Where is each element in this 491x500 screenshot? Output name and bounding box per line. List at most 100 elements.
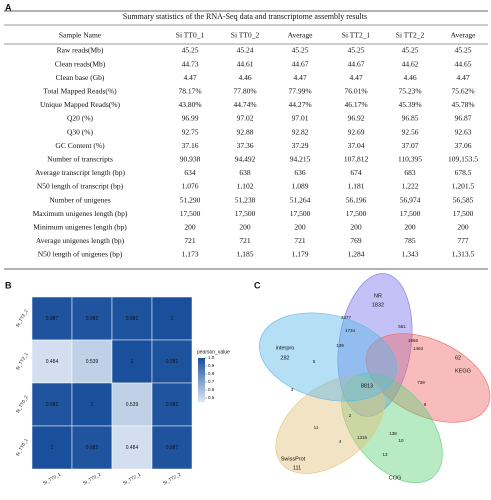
colorbar-tick-label: 0.7 bbox=[208, 379, 215, 384]
table-cell: 634 bbox=[184, 168, 196, 177]
table-cell: 92.63 bbox=[455, 127, 472, 136]
table-cell: 4.47 bbox=[183, 73, 196, 82]
table-cell: 43.80% bbox=[178, 100, 201, 109]
table-cell: 200 bbox=[457, 223, 469, 232]
colorbar-step bbox=[198, 371, 205, 374]
colorbar-tick-label: 0.6 bbox=[208, 387, 215, 392]
x-tick-label: Si_TT2_2 bbox=[162, 471, 182, 485]
table-cell: 37.04 bbox=[348, 141, 365, 150]
table-cell: 94,492 bbox=[235, 155, 256, 164]
table-cell: 1,102 bbox=[237, 182, 254, 191]
heatmap-cell bbox=[151, 425, 193, 470]
row-label: Minimum unigenes length (bp) bbox=[33, 223, 127, 232]
table-cell: 721 bbox=[239, 236, 251, 245]
colorbar-tick-label: 0.5 bbox=[208, 395, 215, 400]
colorbar-step bbox=[198, 386, 205, 390]
row-label: Maximum unigenes length (bp) bbox=[33, 209, 128, 218]
table-cell: 1,179 bbox=[292, 250, 309, 259]
table-cell: 77.80% bbox=[233, 87, 256, 96]
table-cell: 1,343 bbox=[402, 250, 419, 259]
region-count: 10 bbox=[398, 438, 404, 443]
cell-label: 0.982 bbox=[166, 402, 179, 408]
table-cell: 17,500 bbox=[453, 209, 474, 218]
set-name: COG bbox=[389, 475, 402, 481]
table-cell: 45.25 bbox=[348, 46, 365, 55]
region-count: 13 bbox=[382, 452, 388, 457]
cell-label: 0.982 bbox=[46, 402, 59, 408]
set-name: NR bbox=[374, 293, 382, 299]
heatmap-cell bbox=[111, 425, 153, 470]
venn-set bbox=[259, 312, 397, 402]
panel-label: C bbox=[254, 280, 261, 290]
table-cell: 638 bbox=[239, 168, 251, 177]
column-header: Si TT2_2 bbox=[396, 31, 425, 40]
colorbar-step bbox=[198, 373, 205, 376]
row-label: Number of transcripts bbox=[47, 155, 113, 164]
column-header: Sample Name bbox=[59, 31, 102, 40]
legend-title: pearson_value bbox=[197, 349, 230, 355]
row-label: Average transcript length (bp) bbox=[35, 168, 126, 177]
table-cell: 107,812 bbox=[344, 155, 369, 164]
cell-label: 0.987 bbox=[46, 316, 59, 322]
colorbar-step bbox=[198, 377, 205, 381]
colorbar-step bbox=[198, 364, 205, 368]
region-count: 4 bbox=[339, 439, 342, 444]
table-cell: 678.5 bbox=[455, 168, 472, 177]
cell-label: 1 bbox=[91, 402, 94, 408]
colorbar-tick-label: 0.8 bbox=[208, 371, 215, 376]
table-cell: 96.99 bbox=[182, 114, 199, 123]
region-count: 1734 bbox=[345, 328, 356, 333]
table-cell: 777 bbox=[457, 236, 469, 245]
table-cell: 17,500 bbox=[180, 209, 201, 218]
cell-label: 0.991 bbox=[126, 316, 139, 322]
cell-label: 0.539 bbox=[126, 402, 139, 408]
table-cell: 200 bbox=[239, 223, 251, 232]
table-cell: 1,173 bbox=[182, 250, 199, 259]
region-count: 3 bbox=[291, 387, 294, 392]
table-cell: 4.47 bbox=[349, 73, 362, 82]
table-cell: 1,089 bbox=[292, 182, 309, 191]
x-tick-label: Si_TT0_2 bbox=[82, 471, 102, 485]
cell-label: 0.982 bbox=[86, 445, 99, 451]
colorbar-step bbox=[198, 369, 205, 372]
heatmap-cell bbox=[31, 339, 73, 384]
table-cell: 110,395 bbox=[398, 155, 422, 164]
heatmap-cell bbox=[151, 296, 193, 341]
x-tick-label: Si_TT0_1 bbox=[42, 471, 62, 485]
table-cell: 674 bbox=[350, 168, 362, 177]
cell-label: 1 bbox=[51, 445, 54, 451]
y-tick-label: Si_TT2_2 bbox=[15, 308, 29, 328]
set-count: 111 bbox=[293, 465, 301, 471]
column-header: Si TT0_1 bbox=[176, 31, 205, 40]
cell-label: 0.987 bbox=[166, 445, 179, 451]
table-cell: 200 bbox=[404, 223, 416, 232]
table-cell: 46.17% bbox=[344, 100, 367, 109]
table-cell: 44.65 bbox=[455, 59, 472, 68]
region-count: 1966 bbox=[408, 338, 419, 343]
region-count: 3377 bbox=[341, 315, 352, 320]
table-cell: 200 bbox=[294, 223, 306, 232]
row-label: Raw reads(Mb) bbox=[57, 46, 104, 55]
colorbar-step bbox=[198, 395, 205, 398]
table-cell: 200 bbox=[350, 223, 362, 232]
heatmap-cell bbox=[31, 296, 73, 341]
colorbar-tick-label: 0.9 bbox=[208, 363, 215, 368]
table-cell: 44.74% bbox=[233, 100, 256, 109]
table-cell: 785 bbox=[404, 236, 416, 245]
colorbar-step bbox=[198, 360, 205, 363]
table-cell: 17,500 bbox=[400, 209, 421, 218]
y-tick-label: Si_TT2_1 bbox=[15, 351, 29, 371]
venn-set bbox=[275, 376, 385, 474]
colorbar-tick-label: 1.0 bbox=[208, 355, 215, 360]
table-cell: 44.67 bbox=[292, 59, 309, 68]
colorbar-step bbox=[198, 358, 205, 361]
table-cell: 721 bbox=[184, 236, 196, 245]
column-header: Average bbox=[451, 31, 477, 40]
y-tick-label: Si_TT0_2 bbox=[15, 394, 29, 414]
table-cell: 51,238 bbox=[235, 195, 256, 204]
cell-label: 0.991 bbox=[166, 359, 179, 365]
table-cell: 1,313.5 bbox=[452, 250, 475, 259]
region-count: 8813 bbox=[361, 383, 373, 389]
column-header: Si TT0_2 bbox=[231, 31, 260, 40]
